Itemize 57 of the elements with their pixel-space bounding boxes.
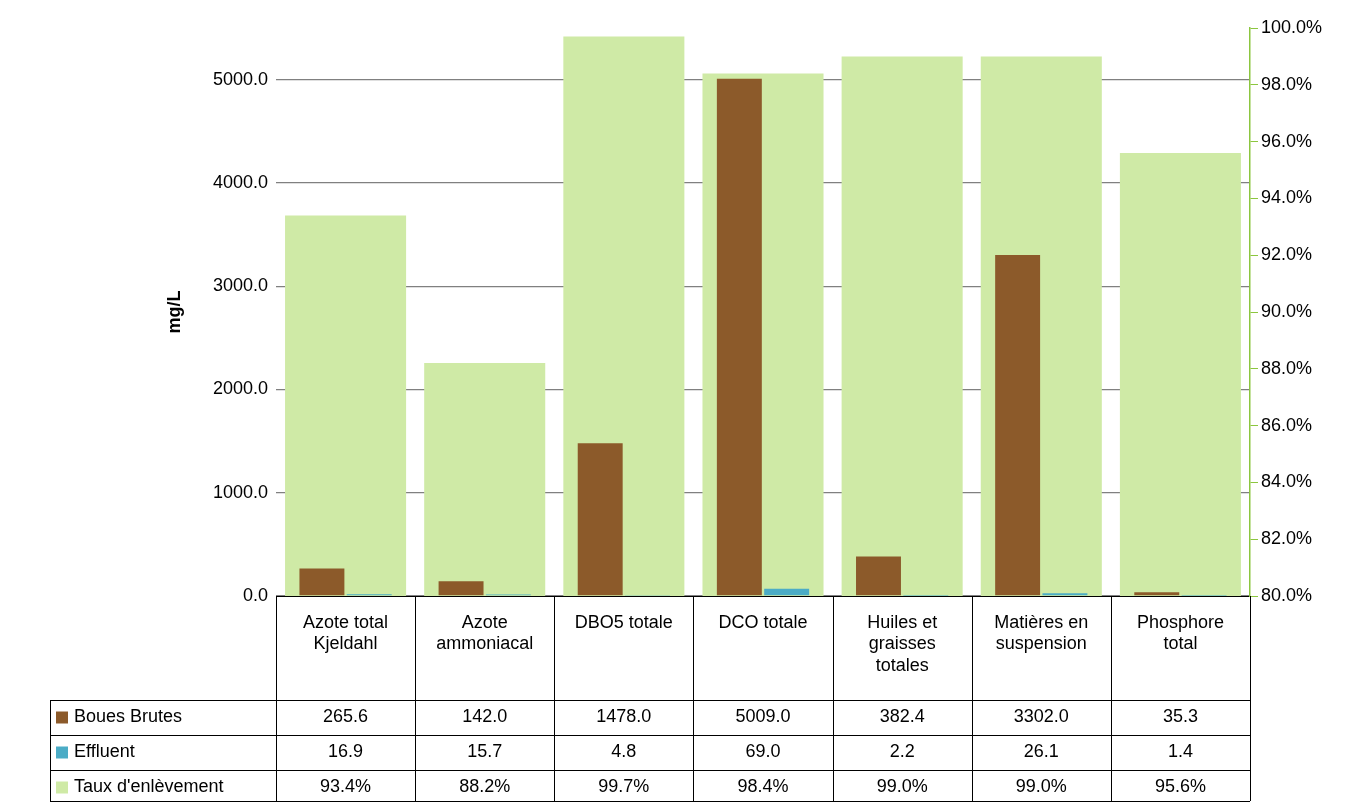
data-label: 35.3 bbox=[1162, 706, 1198, 727]
data-label: 5009.0 bbox=[735, 706, 791, 727]
bar bbox=[1134, 592, 1180, 596]
y-tick-label: 2000.0 bbox=[212, 378, 268, 399]
y-tick-label: 3000.0 bbox=[212, 275, 268, 296]
x-tick-label: Matières en suspension bbox=[994, 611, 1089, 654]
data-label: 3302.0 bbox=[1013, 706, 1069, 727]
data-label: 1.4 bbox=[1167, 741, 1193, 762]
data-label: 142.0 bbox=[462, 706, 508, 727]
bar bbox=[856, 556, 901, 596]
data-label: 2.2 bbox=[889, 741, 915, 762]
data-label: 26.1 bbox=[1023, 741, 1059, 762]
y2-tick-label: 92.0% bbox=[1261, 244, 1313, 265]
legend-label: Effluent bbox=[74, 741, 135, 762]
y2-tick-label: 84.0% bbox=[1261, 471, 1313, 492]
y-tick-label: 0.0 bbox=[242, 584, 268, 605]
data-label: 4.8 bbox=[611, 741, 637, 762]
bar bbox=[995, 254, 1041, 596]
x-tick-label: Azote ammoniacal bbox=[436, 611, 534, 654]
data-label: 99.7% bbox=[598, 776, 650, 797]
y2-tick-label: 100.0% bbox=[1261, 16, 1323, 37]
y2-tick-label: 96.0% bbox=[1261, 130, 1313, 151]
x-tick-label: Phosphore total bbox=[1136, 611, 1224, 654]
y2-tick-label: 88.0% bbox=[1261, 357, 1313, 378]
y2-tick-label: 80.0% bbox=[1261, 584, 1313, 605]
y-axis-title: mg/L bbox=[163, 290, 184, 334]
data-label: 69.0 bbox=[745, 741, 781, 762]
y2-tick-label: 98.0% bbox=[1261, 73, 1313, 94]
data-label: 99.0% bbox=[1015, 776, 1067, 797]
bar bbox=[438, 581, 484, 596]
x-tick-label: Huiles et graisses totales bbox=[867, 611, 938, 675]
y2-tick-label: 86.0% bbox=[1261, 414, 1313, 435]
x-tick-label: DCO totale bbox=[718, 611, 808, 632]
y2-tick-label: 94.0% bbox=[1261, 187, 1313, 208]
data-label: 265.6 bbox=[323, 706, 369, 727]
data-label: 93.4% bbox=[320, 776, 372, 797]
legend-label: Taux d'enlèvement bbox=[74, 776, 224, 797]
data-label: 1478.0 bbox=[596, 706, 652, 727]
bar bbox=[299, 568, 345, 596]
data-label: 88.2% bbox=[459, 776, 511, 797]
bar bbox=[764, 588, 810, 596]
bar bbox=[577, 443, 623, 596]
data-label: 16.9 bbox=[328, 741, 364, 762]
legend-label: Boues Brutes bbox=[74, 706, 183, 727]
y-tick-label: 5000.0 bbox=[212, 68, 268, 89]
x-tick-label: Azote total Kjeldahl bbox=[303, 611, 389, 654]
y-tick-label: 4000.0 bbox=[212, 171, 268, 192]
data-label: 98.4% bbox=[737, 776, 789, 797]
y2-tick-label: 90.0% bbox=[1261, 300, 1313, 321]
y-tick-label: 1000.0 bbox=[212, 481, 268, 502]
data-label: 382.4 bbox=[879, 706, 925, 727]
x-tick-label: DBO5 totale bbox=[574, 611, 673, 632]
data-label: 15.7 bbox=[467, 741, 503, 762]
data-label: 99.0% bbox=[876, 776, 928, 797]
y2-tick-label: 82.0% bbox=[1261, 528, 1313, 549]
data-label: 95.6% bbox=[1154, 776, 1206, 797]
bar bbox=[1042, 593, 1088, 596]
